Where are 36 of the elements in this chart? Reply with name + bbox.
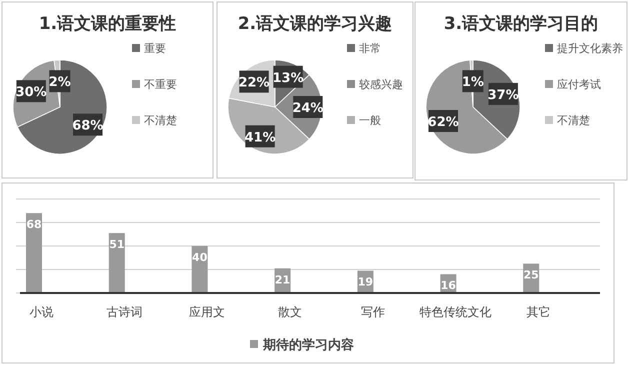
data-label: 40 — [192, 251, 208, 264]
legend-label: 不清楚 — [557, 114, 590, 127]
legend-label: 一般 — [359, 114, 381, 127]
x-tick-label: 应用文 — [189, 305, 226, 319]
legend-label: 不清楚 — [144, 114, 177, 127]
x-tick-label: 散文 — [278, 305, 302, 319]
data-label: 68% — [72, 118, 104, 134]
bar — [26, 213, 42, 293]
legend-label: 非常 — [359, 42, 381, 55]
legend-label: 应付考试 — [557, 78, 601, 91]
data-label: 68 — [26, 218, 42, 232]
data-label: 13% — [272, 70, 304, 86]
chart-title: 2.语文课的学习兴趣 — [238, 14, 392, 34]
x-tick-label: 小说 — [29, 305, 54, 319]
chart-title: 3.语文课的学习目的 — [444, 14, 598, 34]
x-tick-label: 古诗词 — [106, 305, 142, 319]
data-label: 30% — [16, 85, 47, 100]
data-label: 2% — [48, 75, 71, 90]
data-label: 51 — [109, 238, 125, 252]
data-label: 21 — [274, 273, 290, 286]
legend-label: 提升文化素养 — [557, 42, 623, 55]
data-label: 19 — [358, 276, 374, 289]
legend-label: 较感兴趣 — [359, 78, 403, 91]
x-tick-label: 写作 — [360, 305, 385, 319]
chart-title: 1.语文课的重要性 — [38, 14, 176, 34]
data-label: 25 — [523, 268, 539, 282]
legend-label: 不重要 — [144, 78, 177, 91]
data-label: 1% — [462, 75, 484, 90]
legend-label: 期待的学习内容 — [262, 337, 354, 353]
x-tick-label: 特色传统文化 — [420, 305, 492, 319]
data-label: 37% — [488, 88, 519, 103]
x-tick-label: 其它 — [526, 305, 551, 319]
bar — [108, 233, 125, 293]
data-label: 62% — [428, 115, 459, 130]
legend-label: 重要 — [144, 42, 166, 55]
data-label: 16 — [440, 279, 456, 292]
